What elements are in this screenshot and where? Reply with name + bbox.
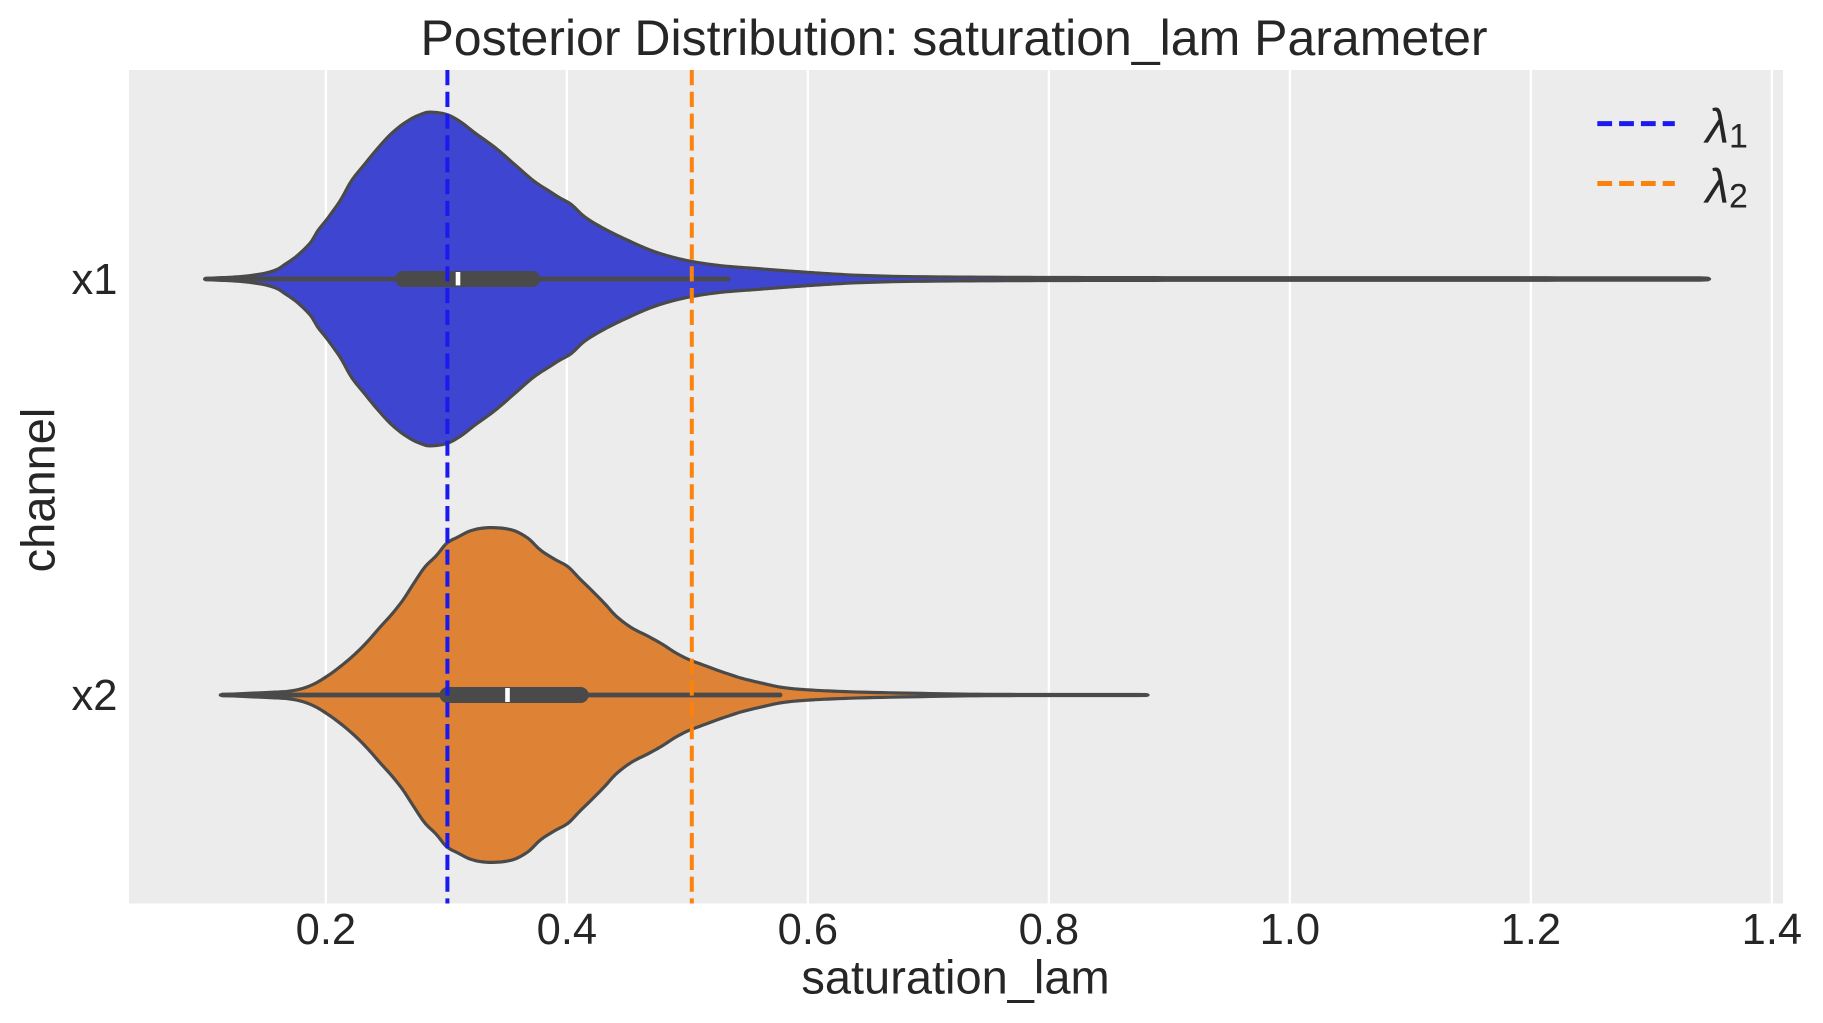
- svg-text:Posterior Distribution: satura: Posterior Distribution: saturation_lam P…: [420, 10, 1487, 66]
- svg-text:λ: λ: [1703, 100, 1730, 153]
- svg-text:x2: x2: [72, 672, 118, 720]
- svg-text:1.4: 1.4: [1742, 906, 1802, 954]
- svg-text:0.4: 0.4: [537, 906, 597, 954]
- svg-text:saturation_lam: saturation_lam: [801, 951, 1109, 1004]
- svg-text:1.2: 1.2: [1501, 906, 1561, 954]
- svg-text:λ: λ: [1703, 161, 1730, 214]
- svg-text:0.2: 0.2: [296, 906, 356, 954]
- svg-text:0.8: 0.8: [1019, 906, 1079, 954]
- svg-text:2: 2: [1729, 178, 1748, 216]
- svg-text:x1: x1: [72, 256, 118, 304]
- svg-text:1: 1: [1729, 117, 1748, 155]
- svg-text:1.0: 1.0: [1260, 906, 1320, 954]
- svg-text:channel: channel: [12, 408, 65, 573]
- svg-text:0.6: 0.6: [778, 906, 838, 954]
